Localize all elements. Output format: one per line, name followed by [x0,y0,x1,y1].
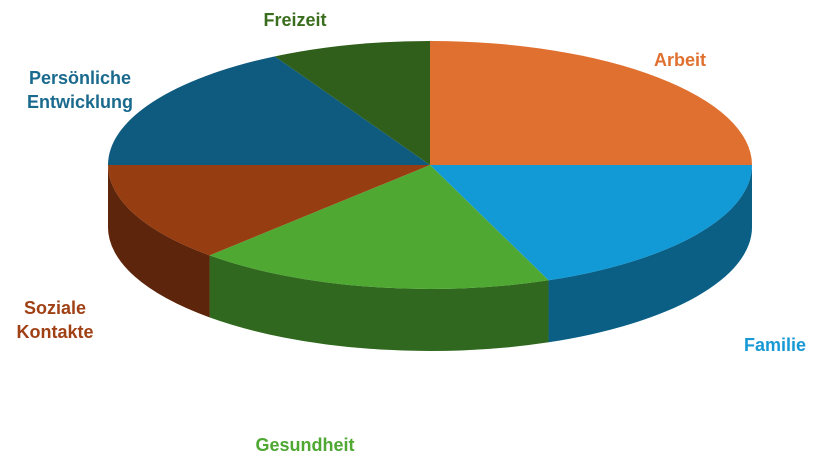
slice [430,165,752,281]
slice [108,56,430,166]
slice-label: Soziale Kontakte [16,298,94,342]
slice-label: Gesundheit [255,435,355,455]
slice-side [548,165,752,343]
slice-side [209,255,549,352]
slice-label: Familie [743,335,807,355]
slice-side [108,165,210,318]
slice-side-shade [548,165,752,343]
slice-side-shade [209,255,549,352]
slice-label: Persönliche Entwicklung [26,68,133,112]
slice [108,165,430,256]
slice-label: Freizeit [263,10,327,30]
slice-side-shade [108,165,210,318]
slice [209,165,549,289]
slice [430,41,752,165]
slice [274,41,430,165]
slice-label: Arbeit [653,50,706,70]
